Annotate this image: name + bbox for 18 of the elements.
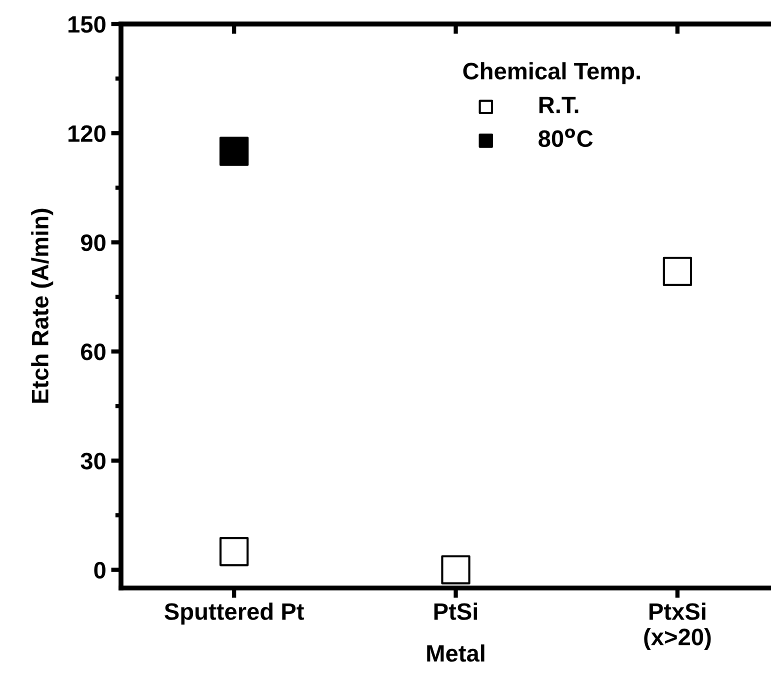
point <box>662 256 692 286</box>
legend-label: 80$^{o}$C <box>538 128 593 148</box>
y-axis-title: Etch Rate (A/min) <box>31 208 54 403</box>
point <box>219 537 249 566</box>
y-tick-label: 30 <box>80 452 106 470</box>
y-tick-label: 0 <box>94 562 106 579</box>
y-tick-label: 120 <box>68 125 106 142</box>
legend-title: Chemical Temp. <box>463 62 640 84</box>
point <box>441 555 470 584</box>
x-tick-label: Sputtered Pt <box>164 602 304 625</box>
x-axis-title: Metal <box>427 644 484 662</box>
legend-label: R.T. <box>539 96 578 114</box>
y-tick-label: 60 <box>81 344 106 360</box>
y-tick-label: 90 <box>80 234 106 252</box>
y-tick-label: 150 <box>68 16 106 33</box>
point <box>219 136 249 166</box>
x-tick-label: PtxSi (x>20) <box>644 602 711 650</box>
x-tick-label: PtSi <box>434 602 478 620</box>
